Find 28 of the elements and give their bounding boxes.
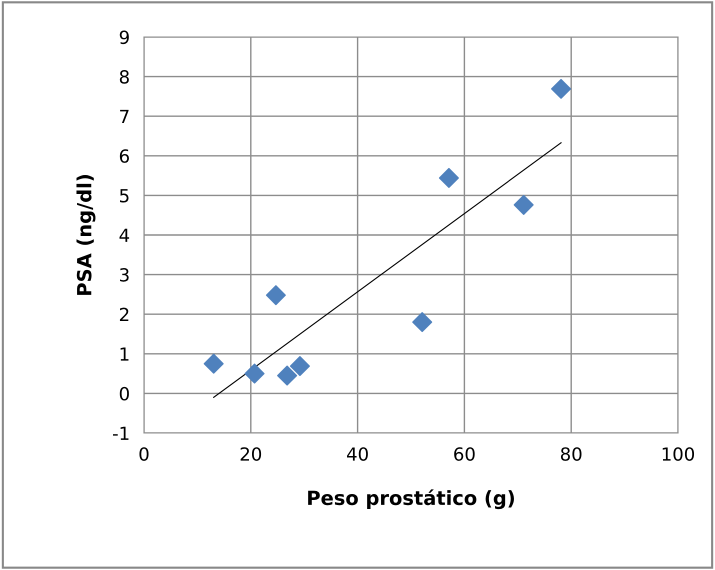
point [514,194,534,215]
point [412,312,432,332]
y-tick-label: -1 [112,426,128,440]
y-tick-label: 3 [120,268,129,282]
y-tick-label: 9 [120,30,129,44]
y-tick-label: 8 [120,70,129,84]
y-tick-label: 5 [120,189,129,203]
point [204,354,224,374]
point [244,364,265,384]
point [551,78,572,99]
y-tick-label: 7 [120,110,129,124]
y-tick-label: 4 [120,228,130,242]
x-axis-title: Peso prostático (g) [308,489,514,510]
y-tick-label: 6 [120,149,129,163]
point [438,168,459,188]
x-tick-label: 0 [139,447,149,461]
y-tick-label: 0 [120,386,129,401]
point [277,366,298,386]
x-tick-label: 40 [346,447,368,461]
x-tick-label: 100 [662,447,694,461]
x-tick-label: 60 [454,447,475,461]
y-tick-label: 1 [120,347,128,361]
x-tick-label: 80 [560,447,582,461]
y-tick-label: 2 [120,308,128,322]
point [290,356,310,376]
y-axis-title: PSA (ng/dl) [76,175,96,295]
point [266,285,286,306]
x-tick-label: 20 [240,447,262,461]
